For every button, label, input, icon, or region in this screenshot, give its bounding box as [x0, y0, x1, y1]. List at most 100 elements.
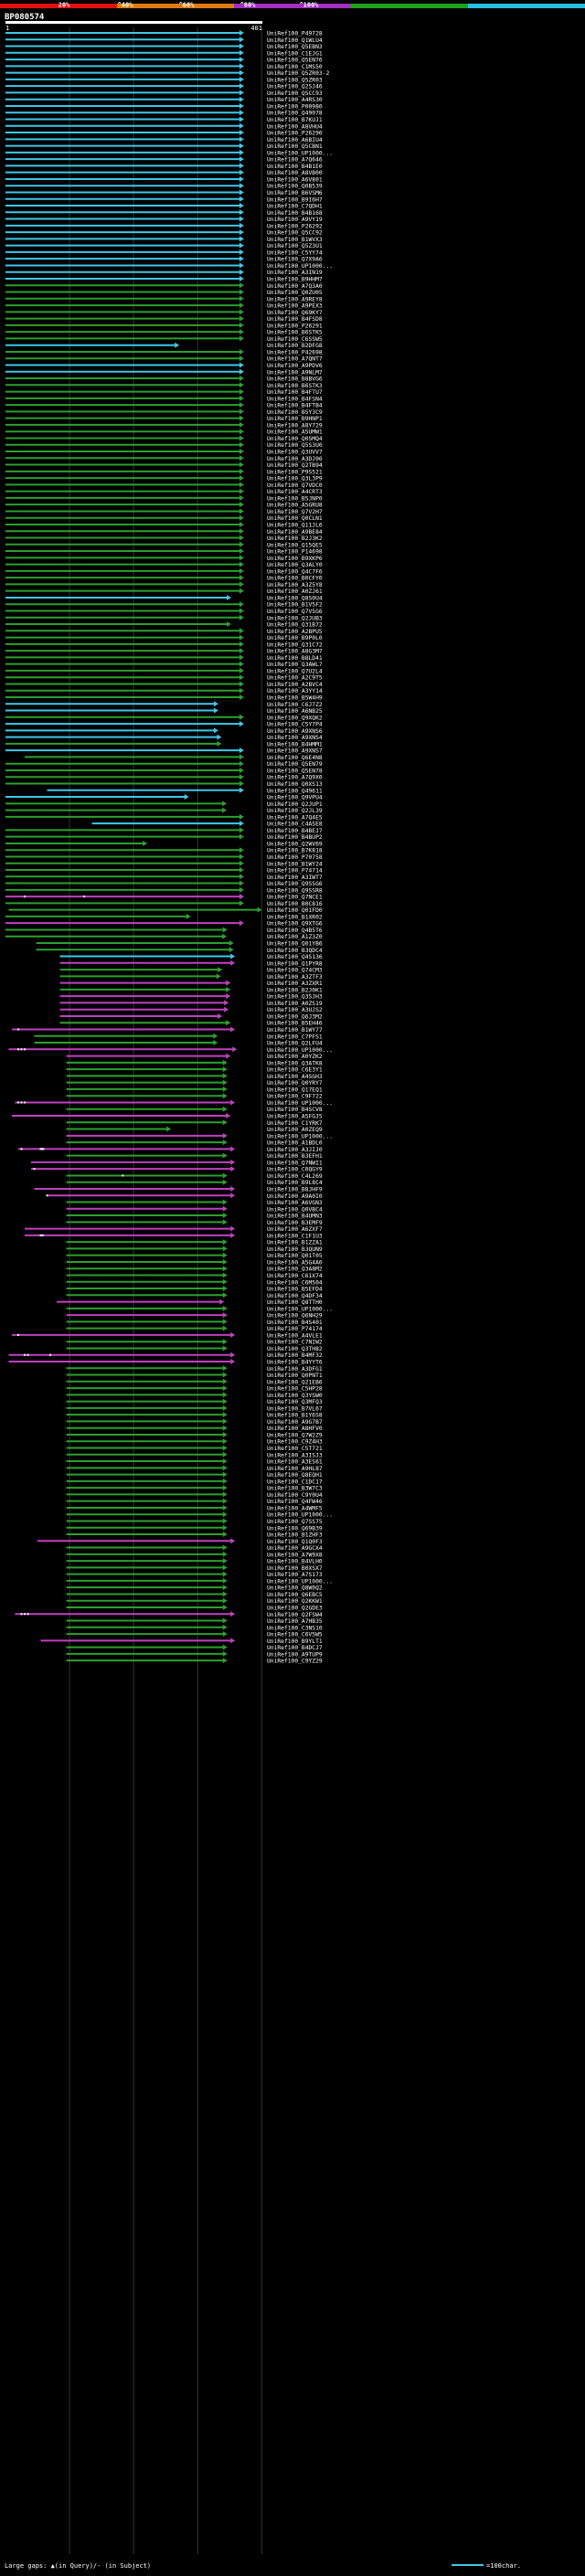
hit-label[interactable]: UniRef100_Q4S136: [267, 954, 323, 960]
hit-row[interactable]: UniRef100_B9I6H7: [5, 196, 323, 204]
hit-row[interactable]: UniRef100_Q0VBC4: [66, 1205, 323, 1214]
hit-row[interactable]: UniRef100_Q0YRY7: [66, 1079, 323, 1087]
hit-label[interactable]: UniRef100_A3ZTF3: [267, 974, 323, 981]
hit-row[interactable]: UniRef100_A9HL87: [66, 1465, 323, 1472]
hit-label[interactable]: UniRef100_B0C816: [267, 901, 323, 907]
hit-label[interactable]: UniRef100_B2J3K2: [267, 535, 323, 542]
hit-label[interactable]: UniRef100_Q8S0U4: [267, 595, 323, 601]
hit-row[interactable]: UniRef100_A8G3M7: [5, 648, 323, 655]
hit-row[interactable]: UniRef100_B3W7C3: [66, 1485, 323, 1492]
hit-label[interactable]: UniRef100_A0YZK2: [267, 1054, 323, 1060]
hit-row[interactable]: UniRef100_Q2JL39: [5, 807, 323, 815]
hit-row[interactable]: UniRef100_C6E3Y1: [66, 1066, 323, 1074]
hit-label[interactable]: UniRef100_B4HMM1: [267, 741, 323, 747]
hit-row[interactable]: UniRef100_A7S173: [66, 1571, 323, 1579]
hit-row[interactable]: UniRef100_B2J0K1: [59, 986, 323, 994]
hit-row[interactable]: UniRef100_Q15QE5: [5, 541, 323, 549]
hit-label[interactable]: UniRef100_B1ZHF3: [267, 1532, 323, 1539]
hit-row[interactable]: UniRef100_Q5ZR03-2: [5, 69, 329, 78]
hit-label[interactable]: UniRef100_B7KUJ1: [267, 117, 323, 123]
hit-label[interactable]: UniRef100_B0XSX7: [267, 1565, 323, 1572]
hit-row[interactable]: UniRef100_UP1000...: [66, 1577, 333, 1585]
hit-label[interactable]: UniRef100_A1BDL0: [267, 1140, 323, 1147]
hit-label[interactable]: UniRef100_C0QGY9: [267, 1167, 323, 1173]
hit-row[interactable]: UniRef100_B9HNP1: [5, 415, 323, 423]
hit-label[interactable]: UniRef100_A6NB25: [267, 708, 323, 715]
hit-label[interactable]: UniRef100_C6J7Z2: [267, 702, 323, 708]
hit-label[interactable]: UniRef100_UP1000...: [267, 1512, 333, 1519]
hit-row[interactable]: UniRef100_Q2JUP1: [5, 800, 323, 808]
hit-label[interactable]: UniRef100_C4L269: [267, 1173, 323, 1180]
hit-label[interactable]: UniRef100_Q21EB6: [267, 1379, 323, 1385]
hit-row[interactable]: UniRef100_A6V801: [5, 175, 323, 184]
hit-label[interactable]: UniRef100_C9F722: [267, 1094, 323, 1100]
hit-row[interactable]: UniRef100_A3UJS2: [59, 1006, 323, 1014]
hit-label[interactable]: UniRef100_Q1WLU4: [267, 37, 323, 44]
hit-label[interactable]: UniRef100_C4ASE8: [267, 822, 323, 828]
hit-row[interactable]: UniRef100_C1EJG1: [5, 49, 323, 58]
hit-label[interactable]: UniRef100_B3W7C3: [267, 1486, 323, 1492]
hit-label[interactable]: UniRef100_UP1000...: [267, 1133, 333, 1140]
hit-label[interactable]: UniRef100_Q31C72: [267, 641, 323, 648]
hit-row[interactable]: UniRef100_C9F722: [66, 1093, 323, 1100]
hit-row[interactable]: UniRef100_B3EFH1: [66, 1152, 323, 1161]
hit-label[interactable]: UniRef100_A8HFV0: [267, 1426, 323, 1432]
hit-row[interactable]: UniRef100_A7Q3A0: [5, 282, 323, 290]
hit-row[interactable]: UniRef100_B2DFG8: [5, 342, 323, 350]
hit-label[interactable]: UniRef100_B3EFH1: [267, 1153, 323, 1160]
hit-label[interactable]: UniRef100_B5EFD4: [267, 1287, 323, 1293]
hit-row[interactable]: UniRef100_B4UMN3: [66, 1213, 323, 1220]
hit-label[interactable]: UniRef100_A3DJ06: [267, 456, 323, 462]
hit-label[interactable]: UniRef100_P26290: [267, 131, 323, 137]
hit-label[interactable]: UniRef100_A0ZEQ9: [267, 1127, 323, 1133]
hit-row[interactable]: UniRef100_A5UMW1: [5, 429, 323, 436]
hit-row[interactable]: UniRef100_Q4S136: [59, 953, 323, 961]
hit-row[interactable]: UniRef100_Q05MQ4: [5, 435, 323, 442]
hit-label[interactable]: UniRef100_A7Q9X0: [267, 775, 323, 781]
hit-row[interactable]: UniRef100_A6VGN3: [66, 1199, 323, 1207]
hit-label[interactable]: UniRef100_A6BIU4: [267, 137, 323, 143]
hit-row[interactable]: UniRef100_A9VY19: [5, 216, 323, 224]
hit-label[interactable]: UniRef100_C5T721: [267, 1446, 323, 1452]
hit-label[interactable]: UniRef100_Q9XTG6: [267, 921, 323, 928]
hit-row[interactable]: UniRef100_C1MS50: [5, 63, 323, 70]
hit-row[interactable]: UniRef100_Q6EBC5: [66, 1591, 323, 1598]
hit-label[interactable]: UniRef100_Q2LFU4: [267, 1041, 323, 1047]
hit-label[interactable]: UniRef100_UP1000...: [267, 1578, 333, 1585]
hit-label[interactable]: UniRef100_P74714: [267, 868, 323, 875]
hit-label[interactable]: UniRef100_Q2JUB3: [267, 615, 323, 621]
hit-label[interactable]: UniRef100_A5G4A0: [267, 1259, 323, 1266]
hit-row[interactable]: UniRef100_Q3MFQ3: [66, 1398, 323, 1406]
hit-row[interactable]: UniRef100_Q7W2Z9: [66, 1431, 323, 1439]
hit-row[interactable]: UniRef100_B1Y6S8: [66, 1412, 323, 1419]
hit-label[interactable]: UniRef100_Q31B72: [267, 622, 323, 629]
hit-label[interactable]: UniRef100_C3NS10: [267, 1625, 323, 1631]
hit-label[interactable]: UniRef100_B4FSD8: [267, 316, 323, 323]
hit-row[interactable]: UniRef100_C6M504: [66, 1278, 323, 1287]
hit-label[interactable]: UniRef100_A3YY14: [267, 688, 323, 694]
hit-row[interactable]: UniRef100_B0CFY0: [5, 575, 323, 582]
hit-row[interactable]: UniRef100_P49728: [5, 30, 323, 37]
hit-label[interactable]: UniRef100_B9I6H7: [267, 196, 323, 203]
hit-row[interactable]: UniRef100_Q5CBN1: [5, 143, 323, 151]
hit-row[interactable]: UniRef100_Q8TTH0: [57, 1299, 323, 1307]
hit-label[interactable]: UniRef100_B4FTB4: [267, 403, 323, 409]
hit-row[interactable]: UniRef100_B9HHM7: [5, 275, 323, 283]
hit-row[interactable]: UniRef100_B4SCV8: [66, 1106, 323, 1114]
hit-row[interactable]: UniRef100_B3QUN9: [66, 1246, 323, 1253]
hit-row[interactable]: UniRef100_A1BDL0: [66, 1140, 323, 1147]
hit-label[interactable]: UniRef100_Q7SS75: [267, 1519, 323, 1525]
hit-label[interactable]: UniRef100_C7QDH1: [267, 204, 323, 210]
hit-label[interactable]: UniRef100_Q3SJH3: [267, 994, 323, 1001]
hit-label[interactable]: UniRef100_A5FGJ5: [267, 1114, 323, 1120]
hit-row[interactable]: UniRef100_A4RS30: [5, 96, 323, 104]
hit-row[interactable]: UniRef100_B9YLT1: [40, 1638, 323, 1645]
hit-row[interactable]: UniRef100_A4SGH3: [66, 1073, 323, 1080]
hit-row[interactable]: UniRef100_Q4C7F6: [5, 567, 323, 576]
hit-label[interactable]: UniRef100_Q5EN78: [267, 768, 323, 774]
hit-label[interactable]: UniRef100_C1F1U3: [267, 1233, 323, 1239]
hit-label[interactable]: UniRef100_B6STK3: [267, 383, 323, 389]
hit-row[interactable]: UniRef100_B9P0L0: [5, 634, 323, 642]
hit-row[interactable]: UniRef100_Q2FSW4: [15, 1611, 323, 1618]
hit-label[interactable]: UniRef100_Q0CLN1: [267, 515, 323, 522]
